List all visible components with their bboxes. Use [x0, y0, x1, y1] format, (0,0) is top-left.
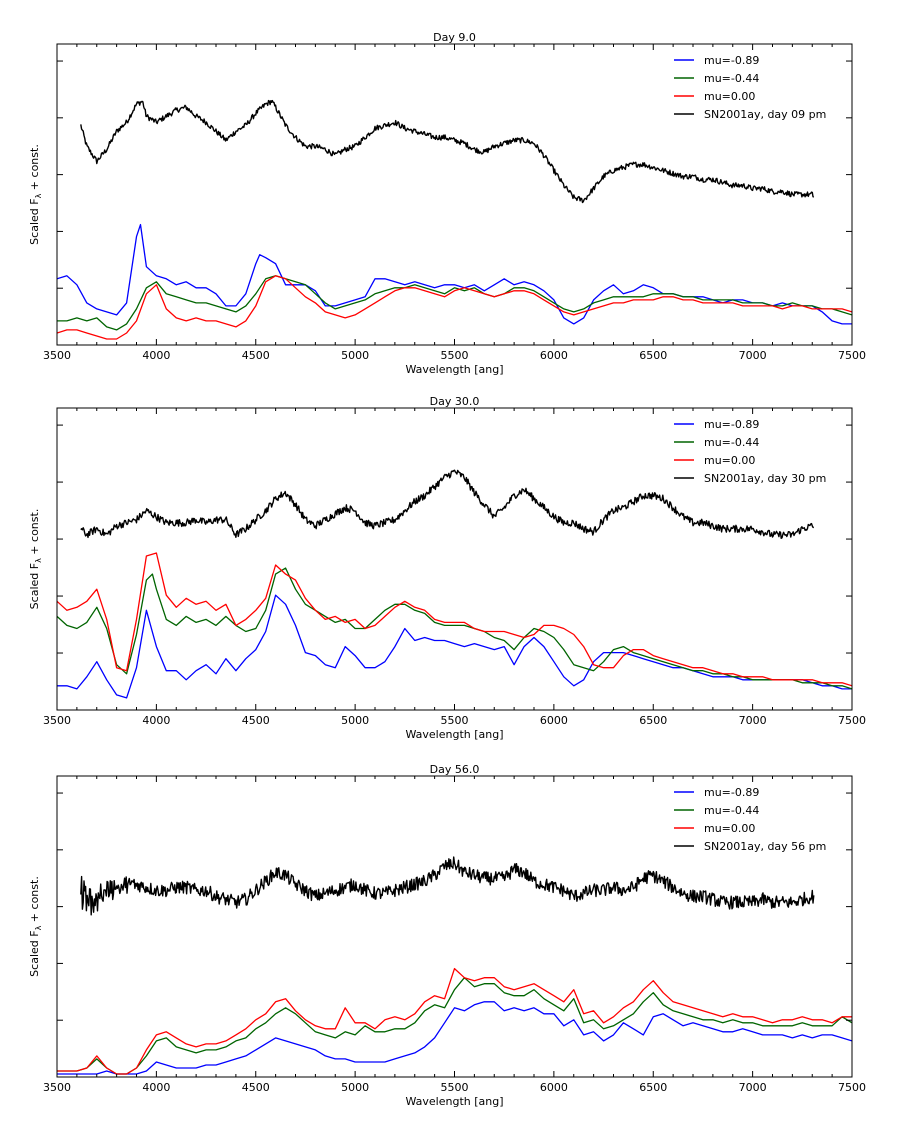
x-tick-label: 7000	[739, 349, 767, 362]
x-axis-label: Wavelength [ang]	[405, 728, 503, 741]
series-line-2	[57, 275, 852, 331]
x-tick-label: 5500	[441, 1081, 469, 1094]
x-tick-label: 6000	[540, 714, 568, 727]
legend-label: SN2001ay, day 09 pm	[704, 108, 826, 121]
x-tick-label: 7500	[838, 714, 866, 727]
x-tick-label: 3500	[43, 714, 71, 727]
x-tick-label: 5500	[441, 714, 469, 727]
series-line-4	[80, 469, 815, 539]
legend-label: mu=-0.89	[704, 54, 759, 67]
legend-label: mu=0.00	[704, 454, 755, 467]
series-line-1	[57, 223, 852, 325]
series-group	[57, 99, 852, 340]
series-line-4	[80, 99, 815, 204]
series-group	[57, 856, 852, 1075]
x-tick-label: 6500	[639, 714, 667, 727]
legend-label: mu=-0.89	[704, 418, 759, 431]
x-tick-label: 7000	[739, 714, 767, 727]
legend-label: mu=-0.44	[704, 72, 759, 85]
series-line-3	[57, 275, 852, 340]
series-line-3	[57, 967, 852, 1075]
x-tick-label: 7000	[739, 1081, 767, 1094]
legend-label: mu=-0.44	[704, 436, 759, 449]
y-axis-label: Scaled Fλ + const.	[28, 876, 43, 977]
series-line-2	[57, 567, 852, 690]
x-tick-label: 5000	[341, 1081, 369, 1094]
legend-label: mu=-0.44	[704, 804, 759, 817]
x-tick-label: 3500	[43, 1081, 71, 1094]
chart-panel-2: 3500 4000 4500 5000 5500 6000 6500 7000 7500 Day …	[28, 395, 866, 741]
x-tick-label: 4500	[242, 1081, 270, 1094]
x-tick-label: 5000	[341, 349, 369, 362]
x-tick-label: 7500	[838, 1081, 866, 1094]
x-tick-label: 4000	[142, 714, 170, 727]
x-tick-label: 5000	[341, 714, 369, 727]
legend-label: mu=0.00	[704, 90, 755, 103]
chart-panel-1: 3500 4000 4500 5000 5500 6000 6500 7000 7500 Day …	[28, 31, 866, 376]
x-tick-label: 5500	[441, 349, 469, 362]
legend-label: SN2001ay, day 56 pm	[704, 840, 826, 853]
x-tick-label: 7500	[838, 349, 866, 362]
series-line-2	[57, 977, 852, 1075]
x-tick-label: 6000	[540, 349, 568, 362]
legend-label: mu=0.00	[704, 822, 755, 835]
x-axis-label: Wavelength [ang]	[405, 363, 503, 376]
x-tick-label: 4500	[242, 714, 270, 727]
series-line-3	[57, 552, 852, 687]
chart-title: Day 56.0	[430, 763, 480, 776]
y-axis-label: Scaled Fλ + const.	[28, 144, 43, 245]
chart-title: Day 30.0	[430, 395, 480, 408]
y-axis-label: Scaled Fλ + const.	[28, 509, 43, 610]
x-tick-label: 4500	[242, 349, 270, 362]
legend-label: SN2001ay, day 30 pm	[704, 472, 826, 485]
x-tick-label: 4000	[142, 1081, 170, 1094]
series-group	[57, 469, 852, 699]
chart-panel-3: 3500 4000 4500 5000 5500 6000 6500 7000 7500 Day …	[28, 763, 866, 1108]
series-line-1	[57, 594, 852, 699]
series-line-4	[80, 856, 815, 916]
x-tick-label: 6500	[639, 349, 667, 362]
x-tick-label: 4000	[142, 349, 170, 362]
chart-title: Day 9.0	[433, 31, 476, 44]
series-line-1	[57, 1001, 852, 1075]
x-axis-label: Wavelength [ang]	[405, 1095, 503, 1108]
x-tick-label: 6000	[540, 1081, 568, 1094]
x-tick-label: 3500	[43, 349, 71, 362]
x-tick-label: 6500	[639, 1081, 667, 1094]
legend-label: mu=-0.89	[704, 786, 759, 799]
